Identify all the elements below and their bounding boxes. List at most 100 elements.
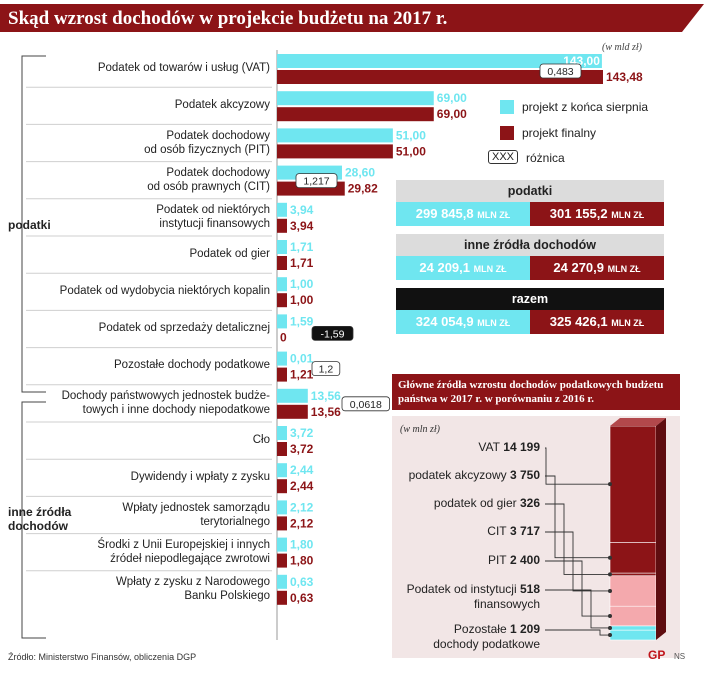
difference-label: 0,483 [547,66,573,78]
value-label-draft: 69,00 [437,91,467,105]
difference-label: 0,0618 [350,399,382,411]
difference-box [311,361,341,377]
inset-title: Główne źródła wzrostu dochodów podatkowy… [392,374,680,410]
bar-draft [277,463,287,478]
inset-segment [609,629,657,641]
difference-box [539,63,582,79]
category-label-line: Banku Polskiego [184,590,270,603]
value-label-final: 69,00 [437,107,467,121]
category-label-line: Podatek od sprzedaży detalicznej [98,322,270,334]
inset-leader-dot [608,625,612,630]
value-label-draft: 1,59 [290,314,314,328]
legend-swatch-draft [500,100,514,114]
category-label-line: Dywidendy i wpłaty z zysku [130,470,270,483]
category-label-line: Podatek akcyzowy [174,98,270,111]
inset-leader-line [545,447,610,485]
inset-label-line: Podatek od instytucji 518 [380,582,540,597]
difference-label: 1,2 [319,364,334,376]
legend-label-draft: projekt z końca sierpnia [522,100,649,114]
value-label-final: 0,63 [290,591,314,605]
value-label-draft: 13,56 [311,389,341,403]
inset-label-line: podatek akcyzowy 3 750 [380,468,540,483]
inset-segment [609,542,657,574]
inset-value: 518 [516,582,540,596]
difference-box [341,396,390,412]
inset-label-line: CIT 3 717 [380,524,540,539]
category-label-line: Podatek od gier [189,247,270,260]
difference-label: 1,217 [303,176,329,188]
inset-leader-line [545,589,610,629]
inset-leader-line [545,629,610,636]
category-label-line: Pozostałe dochody podatkowe [114,359,270,372]
category-label: Podatek akcyzowy [12,98,270,112]
category-label-line: Cło [252,433,270,446]
category-label: Cło [12,433,270,447]
bar-final [277,218,287,233]
summary-draft-number: 299 845,8 [415,206,478,221]
value-label-final: 1,21 [290,368,314,382]
bar-draft [277,500,287,515]
difference-box [311,325,354,341]
value-label-final: 51,00 [396,144,426,158]
category-label-line: Środki z Unii Europejskiej i innych [97,539,270,552]
inset-label-line: podatek od gier 326 [380,496,540,511]
category-label-line: Podatek od wydobycia niektórych kopalin [59,284,270,297]
inset-segment [609,425,657,543]
summary-header: podatki [396,180,664,202]
summary-final-number: 301 155,2 [549,206,612,221]
category-label: Podatek od niektórych instytucji finansow… [12,203,270,231]
value-label-final: 143,48 [606,70,643,84]
inset-label: VAT 14 199 [380,440,540,455]
summary-unit: MLN ZŁ [473,264,507,274]
category-label-line: Podatek od niektórych [156,204,270,217]
value-label-draft: 51,00 [396,128,426,142]
category-label: Podatek od towarów i usług (VAT) [12,61,270,75]
bar-final [277,367,287,382]
inset-label: Podatek od instytucji 518 finansowych [380,582,540,612]
value-label-draft: 1,71 [290,240,314,254]
legend-label-final: projekt finalny [522,126,597,140]
inset-column-top [610,418,666,426]
value-label-final: 29,82 [348,182,378,196]
author-signature: NS [674,652,686,661]
summary-unit: MLN ZŁ [611,210,645,220]
inset-label: PIT 2 400 [380,553,540,568]
inset-leader-dot [608,588,612,593]
bracket-other [21,401,46,639]
summary-final-value: 301 155,2 MLN ZŁ [530,202,664,226]
bar-final [277,107,434,122]
category-label-line: towych i inne dochody niepodatkowe [82,404,270,417]
category-label-line: Dochody państwowych jednostek budże- [61,390,270,403]
inset-leader-dot [608,555,612,560]
category-label-line: Podatek od towarów i usług (VAT) [97,61,270,74]
value-label-final: 2,44 [290,479,314,493]
inset-leader-line [545,475,610,559]
inset-category: finansowych [473,597,540,611]
inset-label: Pozostałe 1 209 dochody podatkowe [380,622,540,652]
inset-label: podatek od gier 326 [380,496,540,511]
bar-draft [277,91,434,106]
inset-label-line: dochody podatkowe [380,637,540,652]
summary-final-value: 325 426,1 MLN ZŁ [530,310,664,334]
value-label-final: 0 [280,330,287,344]
bar-draft [277,574,287,589]
bar-draft [277,277,287,292]
inset-category: CIT [487,524,507,538]
summary-draft-number: 24 209,1 [419,260,474,275]
bar-draft [277,202,287,217]
value-label-final: 3,94 [290,219,314,233]
inset-leader-line [545,531,610,592]
inset-segment [609,605,657,627]
bracket-taxes [21,55,46,393]
inset-leader-dot [608,482,612,487]
inset-leader-line [545,560,610,617]
value-label-draft: 1,80 [290,538,314,552]
summary-unit: MLN ZŁ [477,318,511,328]
inset-label-line: finansowych [380,597,540,612]
title-bar [0,4,682,32]
category-label: Podatek od wydobycia niektórych kopalin [12,284,270,298]
inset-label: podatek akcyzowy 3 750 [380,468,540,483]
value-label-draft: 28,60 [345,166,375,180]
inset-segment [609,625,657,631]
